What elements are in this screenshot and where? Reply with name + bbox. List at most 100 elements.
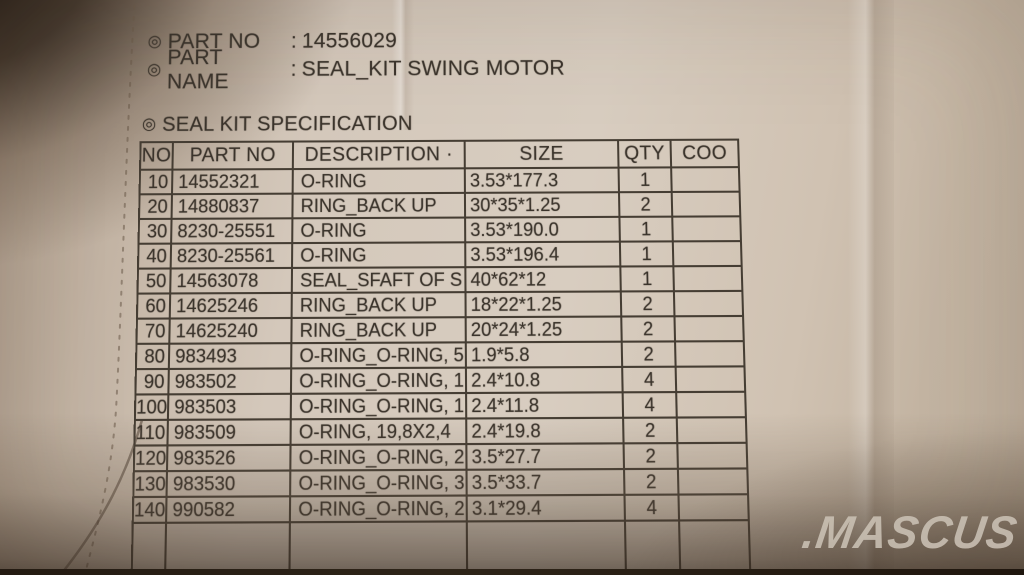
cell-description: SEAL_SFAFT OF S	[291, 267, 466, 293]
cell-size: 3.1*29.4	[466, 494, 625, 522]
cell-coo	[673, 290, 744, 317]
mascus-watermark: .MASCUS	[799, 505, 1022, 558]
empty-cell	[466, 520, 627, 575]
cell-description: O-RING	[292, 168, 465, 194]
column-header-coo: COO	[670, 139, 739, 168]
cell-size: 2.4*19.8	[466, 417, 624, 445]
cell-size: 3.53*196.4	[465, 241, 621, 268]
cell-description: O-RING_O-RING, 5	[291, 342, 466, 369]
cell-coo	[671, 191, 741, 217]
cell-coo	[677, 468, 749, 495]
cell-coo	[672, 241, 742, 267]
column-header-part_no: PART NO	[172, 141, 294, 170]
cell-qty: 2	[621, 341, 676, 367]
perforation-dotted-line	[83, 0, 136, 575]
ring-bullet-icon: ◎	[147, 32, 163, 50]
cell-part_no: 14625246	[169, 292, 292, 319]
column-header-qty: QTY	[618, 139, 672, 168]
cell-description: O-RING	[292, 217, 466, 244]
cell-size: 3.53*177.3	[464, 167, 619, 193]
cell-qty: 1	[620, 266, 674, 292]
table-row: 120 983526 O-RING_O-RING, 2 3.5*27.7 2	[133, 442, 748, 472]
cell-size: 18*22*1.25	[465, 291, 622, 318]
column-header-description: DESCRIPTION ·	[292, 140, 465, 170]
ring-bullet-icon: ◎	[146, 60, 162, 78]
section-title: SEAL KIT SPECIFICATION	[161, 112, 413, 136]
cell-size: 2.4*10.8	[465, 366, 623, 394]
cell-description: O-RING_O-RING, 1	[290, 393, 467, 420]
cell-coo	[676, 417, 747, 444]
cell-size: 30*35*1.25	[464, 192, 620, 218]
cell-part_no: 14880837	[171, 193, 293, 219]
cell-size: 3.5*27.7	[466, 443, 625, 470]
bag-crease-right	[848, 0, 894, 575]
cell-description: RING_BACK UP	[292, 192, 466, 219]
cell-no: 110	[134, 419, 168, 446]
table-row: 20 14880837 RING_BACK UP 30*35*1.25 2	[139, 191, 741, 219]
cell-no: 40	[138, 243, 172, 269]
cell-part_no: 990582	[166, 496, 291, 523]
ring-bullet-icon: ◎	[141, 115, 157, 134]
cell-coo	[673, 265, 743, 292]
table-row: 60 14625246 RING_BACK UP 18*22*1.25 2	[136, 290, 744, 319]
cell-qty: 2	[620, 291, 675, 317]
cell-no: 10	[139, 169, 173, 195]
cell-part_no: 8230-25551	[171, 218, 293, 244]
cell-coo	[675, 366, 746, 393]
cell-qty: 4	[622, 366, 677, 393]
cell-part_no: 983503	[167, 393, 291, 420]
cell-coo	[672, 216, 741, 242]
cell-coo	[674, 315, 744, 342]
empty-cell	[679, 520, 752, 575]
cell-qty: 1	[619, 241, 674, 267]
cell-description: O-RING_O-RING, 2	[290, 444, 467, 471]
table-row: 50 14563078 SEAL_SFAFT OF S 40*62*12 1	[137, 265, 743, 294]
spec-table-header-row: NO PART NO DESCRIPTION · SIZE QTY COO	[140, 139, 739, 170]
cell-qty: 2	[624, 468, 679, 495]
cell-part_no: 983493	[168, 343, 292, 369]
cell-description: O-RING_O-RING, 3	[290, 469, 467, 497]
table-row: 30 8230-25551 O-RING 3.53*190.0 1	[138, 216, 741, 244]
cell-part_no: 983526	[166, 444, 291, 472]
table-row: 10 14552321 O-RING 3.53*177.3 1	[139, 167, 740, 195]
cell-size: 20*24*1.25	[465, 316, 622, 343]
cell-no: 30	[138, 218, 172, 244]
cell-no: 80	[135, 343, 170, 370]
cell-coo	[675, 341, 745, 367]
cell-size: 2.4*11.8	[466, 392, 624, 419]
cell-part_no: 983509	[167, 419, 291, 446]
table-row: 130 983530 O-RING_O-RING, 3 3.5*33.7 2	[133, 468, 749, 498]
cell-qty: 4	[622, 392, 677, 418]
part-name-label: PART NAME	[166, 45, 229, 93]
printed-label: ◎ PART NO : 14556029 ◎ PART NAME : SEAL_…	[130, 27, 771, 575]
cell-coo	[678, 494, 749, 521]
cell-qty: 2	[623, 443, 678, 470]
column-header-no: NO	[140, 142, 173, 170]
table-row: 90 983502 O-RING_O-RING, 1 2.4*10.8 4	[135, 366, 746, 395]
cell-size: 3.5*33.7	[466, 469, 625, 496]
cell-size: 40*62*12	[465, 266, 621, 293]
cell-qty: 2	[618, 191, 673, 217]
cell-part_no: 983530	[166, 470, 291, 497]
cell-size: 3.53*190.0	[465, 216, 620, 243]
cell-coo	[676, 391, 746, 418]
cell-no: 20	[139, 194, 172, 219]
empty-partial-row	[130, 520, 752, 575]
cell-coo	[677, 442, 748, 469]
cell-coo	[671, 167, 740, 192]
table-row: 140 990582 O-RING_O-RING, 2 3.1*29.4 4	[132, 494, 749, 523]
photo-bottom-edge	[0, 569, 1024, 575]
table-row: 70 14625240 RING_BACK UP 20*24*1.25 2	[136, 315, 744, 344]
cell-description: O-RING_O-RING, 2	[289, 495, 467, 523]
cell-part_no: 14563078	[170, 267, 293, 294]
empty-cell	[130, 522, 167, 575]
empty-cell	[289, 521, 468, 575]
table-row: 110 983509 O-RING, 19,8X2,4 2.4*19.8 2	[134, 417, 747, 446]
cell-part_no: 14552321	[171, 169, 293, 195]
cell-no: 140	[132, 496, 167, 523]
cell-no: 50	[137, 268, 171, 294]
cell-description: O-RING, 19,8X2,4	[290, 418, 467, 445]
seal-kit-spec-table: NO PART NO DESCRIPTION · SIZE QTY COO 10 14552…	[130, 139, 753, 575]
cell-qty: 1	[618, 167, 672, 193]
cell-part_no: 8230-25561	[170, 243, 293, 269]
